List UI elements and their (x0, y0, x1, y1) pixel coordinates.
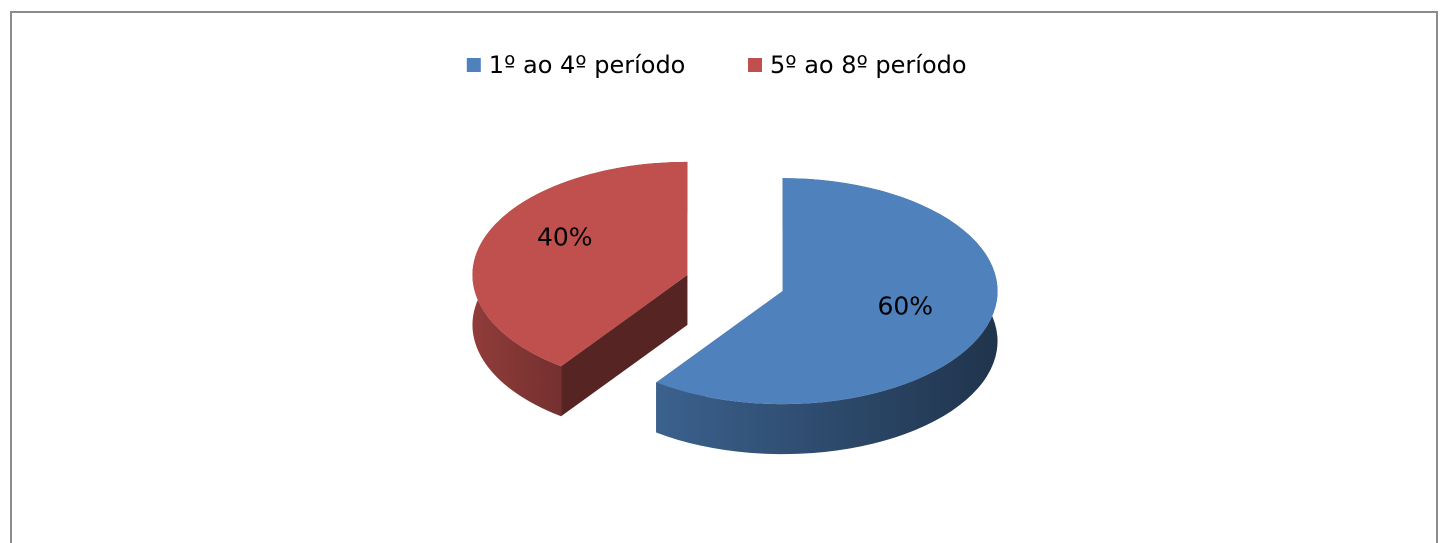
pie-plot: 40% 60% (472, 161, 998, 455)
chart-frame (10, 11, 1438, 543)
slice (656, 178, 998, 405)
legend-swatch (466, 58, 481, 72)
slice (472, 161, 688, 367)
legend: 1º ao 4º período 5º ao 8º período (466, 51, 967, 79)
data-label: 60% (877, 291, 933, 320)
legend-label: 5º ao 8º período (770, 51, 967, 79)
legend-swatch (748, 58, 762, 72)
legend-label: 1º ao 4º período (489, 51, 686, 79)
slice-wall (561, 274, 688, 417)
data-label: 40% (537, 223, 593, 252)
